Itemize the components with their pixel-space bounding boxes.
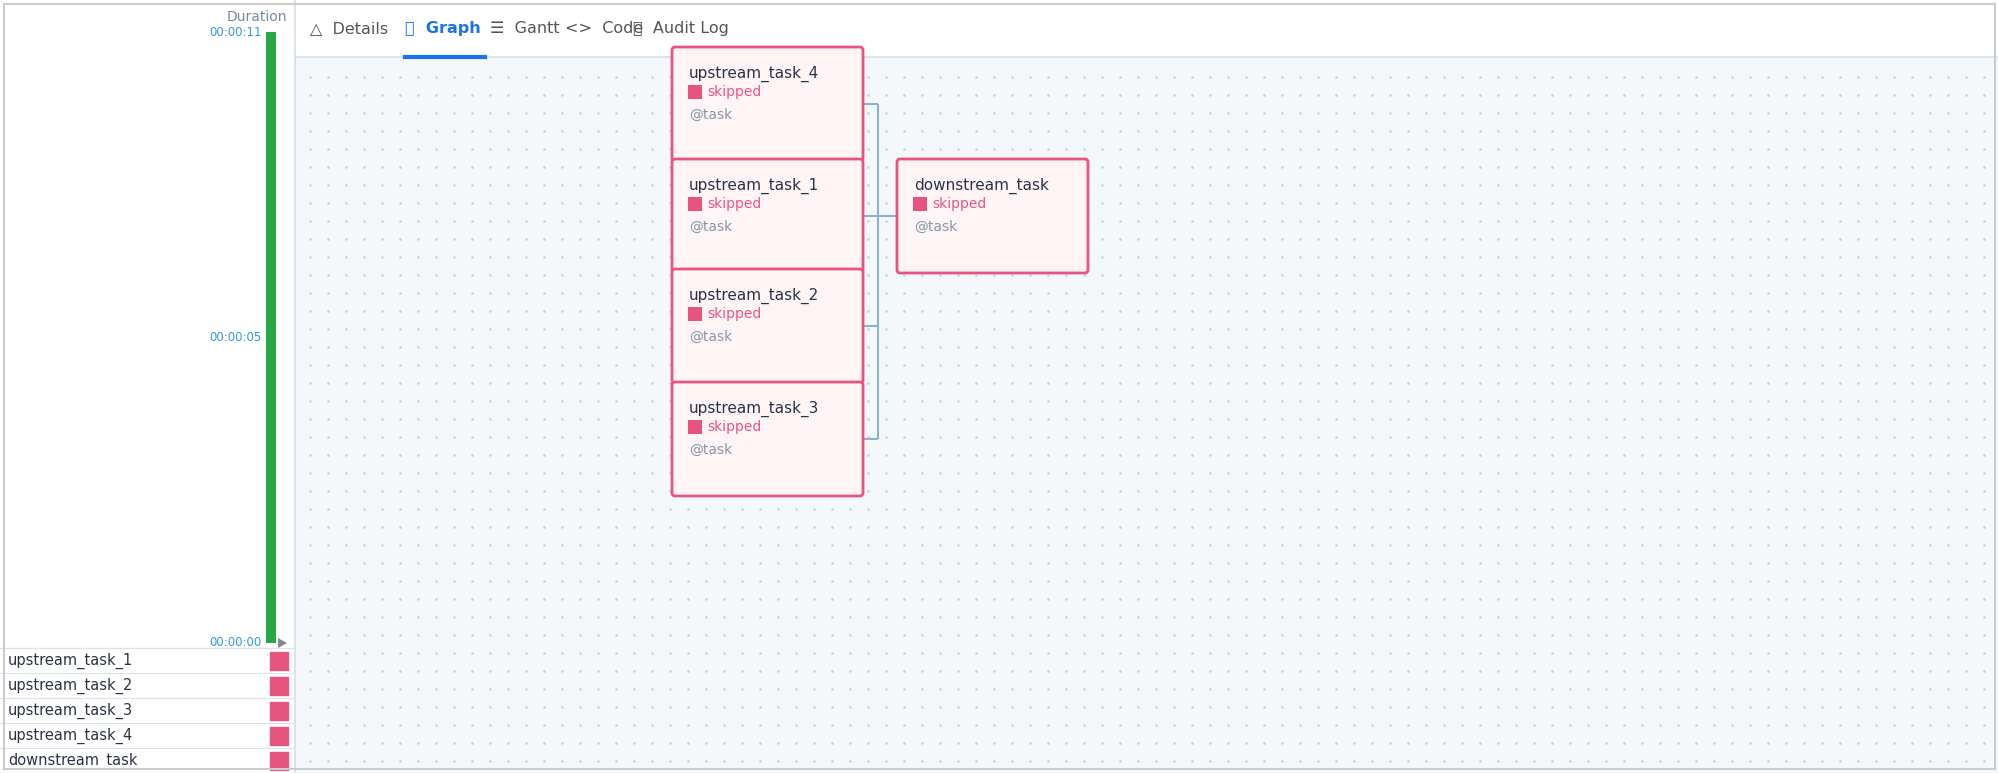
Text: skipped: skipped [707,197,761,211]
Text: <>  Code: <> Code [565,21,643,36]
Text: skipped: skipped [707,420,761,434]
Text: upstream_task_3: upstream_task_3 [8,703,134,719]
FancyBboxPatch shape [270,676,288,694]
FancyBboxPatch shape [687,197,701,211]
FancyBboxPatch shape [671,159,863,273]
Text: upstream_task_4: upstream_task_4 [8,727,134,744]
Text: upstream_task_1: upstream_task_1 [8,652,134,669]
Text: upstream_task_4: upstream_task_4 [689,66,819,82]
Text: Duration: Duration [226,10,288,24]
FancyBboxPatch shape [671,269,863,383]
FancyBboxPatch shape [270,652,288,669]
Text: @task: @task [689,443,731,457]
FancyBboxPatch shape [897,159,1087,273]
Text: @task: @task [689,220,731,234]
Bar [296,57,1998,773]
Text: 00:00:00: 00:00:00 [210,636,262,649]
Polygon shape [278,638,288,648]
FancyBboxPatch shape [270,702,288,720]
Text: downstream_task: downstream_task [913,178,1049,194]
FancyBboxPatch shape [687,85,701,99]
FancyBboxPatch shape [687,420,701,434]
Text: ⛟  Graph: ⛟ Graph [406,21,480,36]
FancyBboxPatch shape [913,197,927,211]
Text: skipped: skipped [931,197,985,211]
Text: downstream_task: downstream_task [8,752,138,768]
FancyBboxPatch shape [270,751,288,769]
Text: upstream_task_2: upstream_task_2 [8,677,134,693]
Text: upstream_task_1: upstream_task_1 [689,178,819,194]
Text: upstream_task_2: upstream_task_2 [689,288,819,305]
FancyBboxPatch shape [671,47,863,161]
Text: ☰  Gantt: ☰ Gantt [490,21,559,36]
FancyBboxPatch shape [671,382,863,496]
Text: skipped: skipped [707,307,761,321]
Bar [0,0,296,773]
Text: @task: @task [689,108,731,122]
Text: upstream_task_3: upstream_task_3 [689,401,819,417]
FancyBboxPatch shape [687,307,701,321]
Text: 00:00:11: 00:00:11 [210,26,262,39]
Text: 00:00:05: 00:00:05 [210,331,262,344]
Text: @task: @task [689,330,731,344]
FancyBboxPatch shape [270,727,288,744]
Bar [266,32,276,643]
Text: 🔒  Audit Log: 🔒 Audit Log [633,21,729,36]
Text: @task: @task [913,220,957,234]
Text: △  Details: △ Details [310,21,388,36]
Bar [296,0,1998,57]
Text: skipped: skipped [707,85,761,99]
